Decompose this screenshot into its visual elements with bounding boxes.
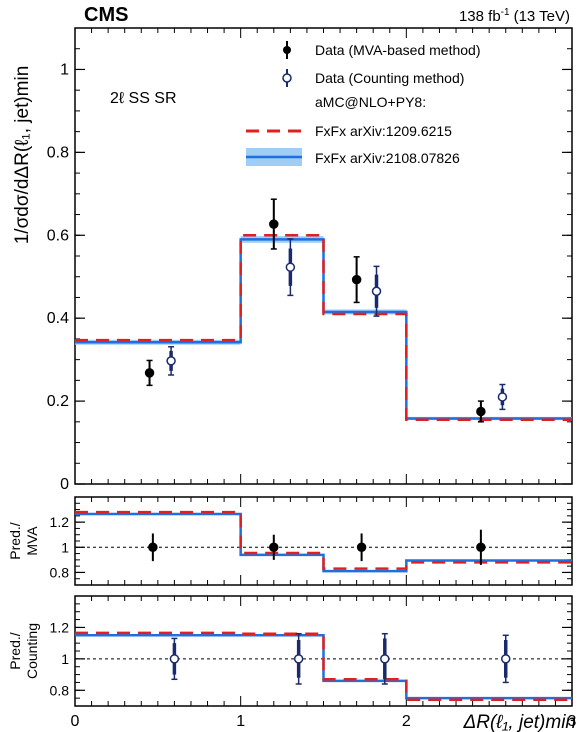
main-data-counting-point bbox=[371, 286, 382, 296]
main-data-counting-point bbox=[166, 356, 176, 366]
legend-fxfx-old-label: FxFx arXiv:1209.6215 bbox=[315, 123, 452, 139]
mva-ytick-label: 1.2 bbox=[50, 514, 70, 530]
main-data-mva-point bbox=[269, 219, 279, 229]
main-data-counting-point bbox=[497, 392, 508, 402]
counting-ytick-label: 1 bbox=[61, 651, 69, 667]
xtick-label: 2 bbox=[402, 713, 411, 730]
counting-ylabel: Pred./ bbox=[7, 632, 23, 669]
mva-data-mva-point bbox=[148, 542, 158, 553]
legend-data-counting-marker bbox=[282, 69, 292, 87]
main-data-mva-point bbox=[351, 274, 362, 285]
mva-ylabel: MVA bbox=[24, 526, 40, 556]
main-ytick-label: 1 bbox=[60, 61, 69, 78]
counting-data-counting-point bbox=[380, 654, 390, 664]
xlabel: ΔR(ℓ₁, jet)min bbox=[463, 712, 577, 732]
region-label: 2ℓ SS SR bbox=[110, 90, 177, 107]
main-fxfx-old-line bbox=[75, 234, 572, 421]
xtick-label: 3 bbox=[568, 713, 577, 730]
xtick-label: 1 bbox=[236, 713, 245, 730]
counting-data-counting-point bbox=[169, 654, 180, 664]
main-ytick-label: 0.4 bbox=[47, 310, 69, 327]
main-ytick-label: 0 bbox=[60, 476, 69, 493]
legend-fxfx-new-label: FxFx arXiv:2108.07826 bbox=[315, 150, 460, 166]
counting-data-counting-point bbox=[500, 654, 511, 664]
main-panel: 0 0.2 0.4 0.6 0.8 1 1/σdσ/dΔR(ℓ₁, jet)min bbox=[12, 27, 573, 493]
mva-ytick-label: 0.8 bbox=[50, 564, 70, 580]
main-data-counting-point bbox=[285, 262, 296, 272]
counting-data-counting-point bbox=[293, 654, 304, 664]
main-data-mva-point bbox=[144, 368, 155, 378]
main-data-mva-point bbox=[476, 406, 486, 417]
counting-fxfx-old-line bbox=[75, 631, 572, 701]
main-ylabel: 1/σdσ/dΔR(ℓ₁, jet)min bbox=[12, 66, 33, 245]
ratio-mva-panel: 0.8 1 1.2 Pred./MVA bbox=[7, 496, 573, 586]
mva-ylabel: Pred./ bbox=[7, 522, 23, 559]
ratio-counting-panel: 0.8 1 1.2 Pred./Counting 0 1 2 3ΔR(ℓ₁, jet)min bbox=[7, 595, 577, 732]
counting-ylabel: Counting bbox=[24, 623, 40, 679]
legend-generator-label: aMC@NLO+PY8: bbox=[315, 94, 426, 110]
main-ytick-label: 0.6 bbox=[47, 227, 69, 244]
xtick-label: 0 bbox=[71, 713, 80, 730]
counting-fxfx-new-line bbox=[75, 634, 572, 700]
counting-ytick-label: 1.2 bbox=[50, 619, 70, 635]
luminosity-label: 138 fb-1 (13 TeV) bbox=[459, 7, 570, 25]
main-ytick-label: 0.8 bbox=[47, 144, 69, 161]
mva-data-mva-point bbox=[269, 542, 279, 553]
mva-ytick-label: 1 bbox=[61, 539, 69, 555]
mva-data-mva-point bbox=[476, 542, 486, 553]
legend-data-mva-marker bbox=[283, 41, 291, 59]
mva-data-mva-point bbox=[356, 542, 367, 553]
legend-data-mva-label: Data (MVA-based method) bbox=[315, 42, 480, 58]
legend-data-counting-label: Data (Counting method) bbox=[315, 70, 464, 86]
experiment-label: CMS bbox=[84, 4, 128, 26]
mva-fxfx-old-line bbox=[75, 510, 572, 570]
legend: Data (MVA-based method) Data (Counting m… bbox=[246, 41, 480, 166]
counting-ytick-label: 0.8 bbox=[50, 682, 70, 698]
main-ytick-label: 0.2 bbox=[47, 393, 69, 410]
